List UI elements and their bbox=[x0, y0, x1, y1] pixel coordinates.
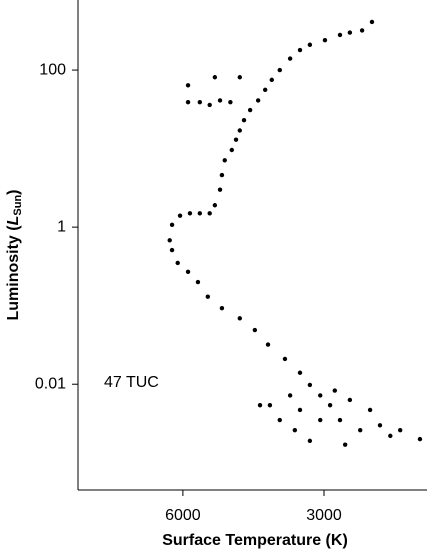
data-point bbox=[342, 442, 348, 447]
data-point bbox=[247, 107, 253, 113]
data-point bbox=[287, 56, 293, 61]
y-label-subscript: Sun bbox=[12, 195, 24, 216]
data-point bbox=[217, 98, 223, 103]
annotation: 47 TUC bbox=[104, 374, 159, 391]
data-point bbox=[287, 393, 293, 398]
data-point bbox=[318, 393, 323, 398]
data-point bbox=[241, 117, 247, 123]
data-point bbox=[337, 32, 343, 38]
data-point bbox=[332, 388, 338, 393]
y-tick-label: 0.01 bbox=[35, 375, 66, 392]
data-point bbox=[222, 158, 227, 163]
data-point bbox=[367, 407, 373, 413]
data-point bbox=[269, 77, 274, 83]
data-point bbox=[212, 75, 218, 80]
data-point bbox=[207, 102, 212, 108]
y-tick-label: 100 bbox=[39, 61, 66, 78]
data-point bbox=[175, 260, 180, 266]
data-point bbox=[185, 99, 191, 105]
y-label-text: Luminosity ( bbox=[5, 225, 22, 321]
data-point bbox=[297, 370, 303, 375]
x-axis-label: Surface Temperature (K) bbox=[162, 532, 348, 549]
data-point bbox=[337, 417, 343, 423]
data-point bbox=[359, 28, 365, 33]
data-point bbox=[277, 67, 282, 73]
data-point bbox=[347, 397, 353, 403]
data-point bbox=[205, 294, 211, 299]
x-tick-label: 3000 bbox=[306, 507, 342, 524]
data-point bbox=[262, 87, 268, 93]
data-point bbox=[187, 211, 193, 216]
data-point bbox=[195, 279, 201, 285]
data-point bbox=[219, 305, 225, 311]
data-point bbox=[217, 187, 223, 192]
data-point bbox=[197, 211, 203, 216]
data-point bbox=[307, 438, 313, 444]
data-point bbox=[307, 42, 313, 47]
data-point bbox=[257, 403, 263, 408]
data-point bbox=[297, 47, 303, 53]
data-point bbox=[219, 172, 225, 178]
data-point bbox=[252, 327, 258, 333]
data-point bbox=[169, 222, 175, 228]
data-point bbox=[237, 128, 243, 133]
data-point bbox=[267, 403, 273, 408]
data-point bbox=[185, 83, 191, 88]
data-point bbox=[212, 203, 218, 208]
data-point bbox=[397, 427, 403, 433]
data-point bbox=[237, 316, 243, 321]
data-point bbox=[228, 99, 233, 105]
data-point bbox=[233, 137, 239, 142]
data-point bbox=[169, 247, 175, 253]
data-point bbox=[197, 99, 203, 105]
data-point bbox=[292, 427, 298, 433]
data-point bbox=[318, 417, 323, 423]
data-point bbox=[229, 147, 235, 153]
data-point bbox=[388, 433, 393, 439]
data-point bbox=[322, 38, 328, 43]
data-point bbox=[358, 427, 363, 433]
data-point bbox=[327, 403, 333, 408]
data-point bbox=[377, 423, 383, 428]
data-point bbox=[417, 436, 423, 442]
y-axis-label: Luminosity (LSun) bbox=[5, 190, 24, 321]
data-point bbox=[307, 382, 313, 388]
data-point bbox=[177, 213, 183, 218]
data-point bbox=[207, 211, 212, 216]
data-point bbox=[167, 238, 172, 243]
data-point bbox=[297, 407, 303, 413]
data-point bbox=[237, 75, 243, 80]
data-point bbox=[185, 269, 191, 275]
y-tick-label: 1 bbox=[57, 218, 66, 235]
x-tick-label: 6000 bbox=[165, 507, 201, 524]
data-point bbox=[255, 98, 261, 103]
y-label-symbol: L bbox=[5, 216, 22, 226]
data-point bbox=[277, 417, 282, 423]
data-point bbox=[282, 356, 288, 362]
data-point bbox=[369, 19, 375, 25]
y-label-close: ) bbox=[5, 190, 22, 195]
data-point bbox=[265, 342, 271, 347]
data-point bbox=[347, 30, 353, 35]
